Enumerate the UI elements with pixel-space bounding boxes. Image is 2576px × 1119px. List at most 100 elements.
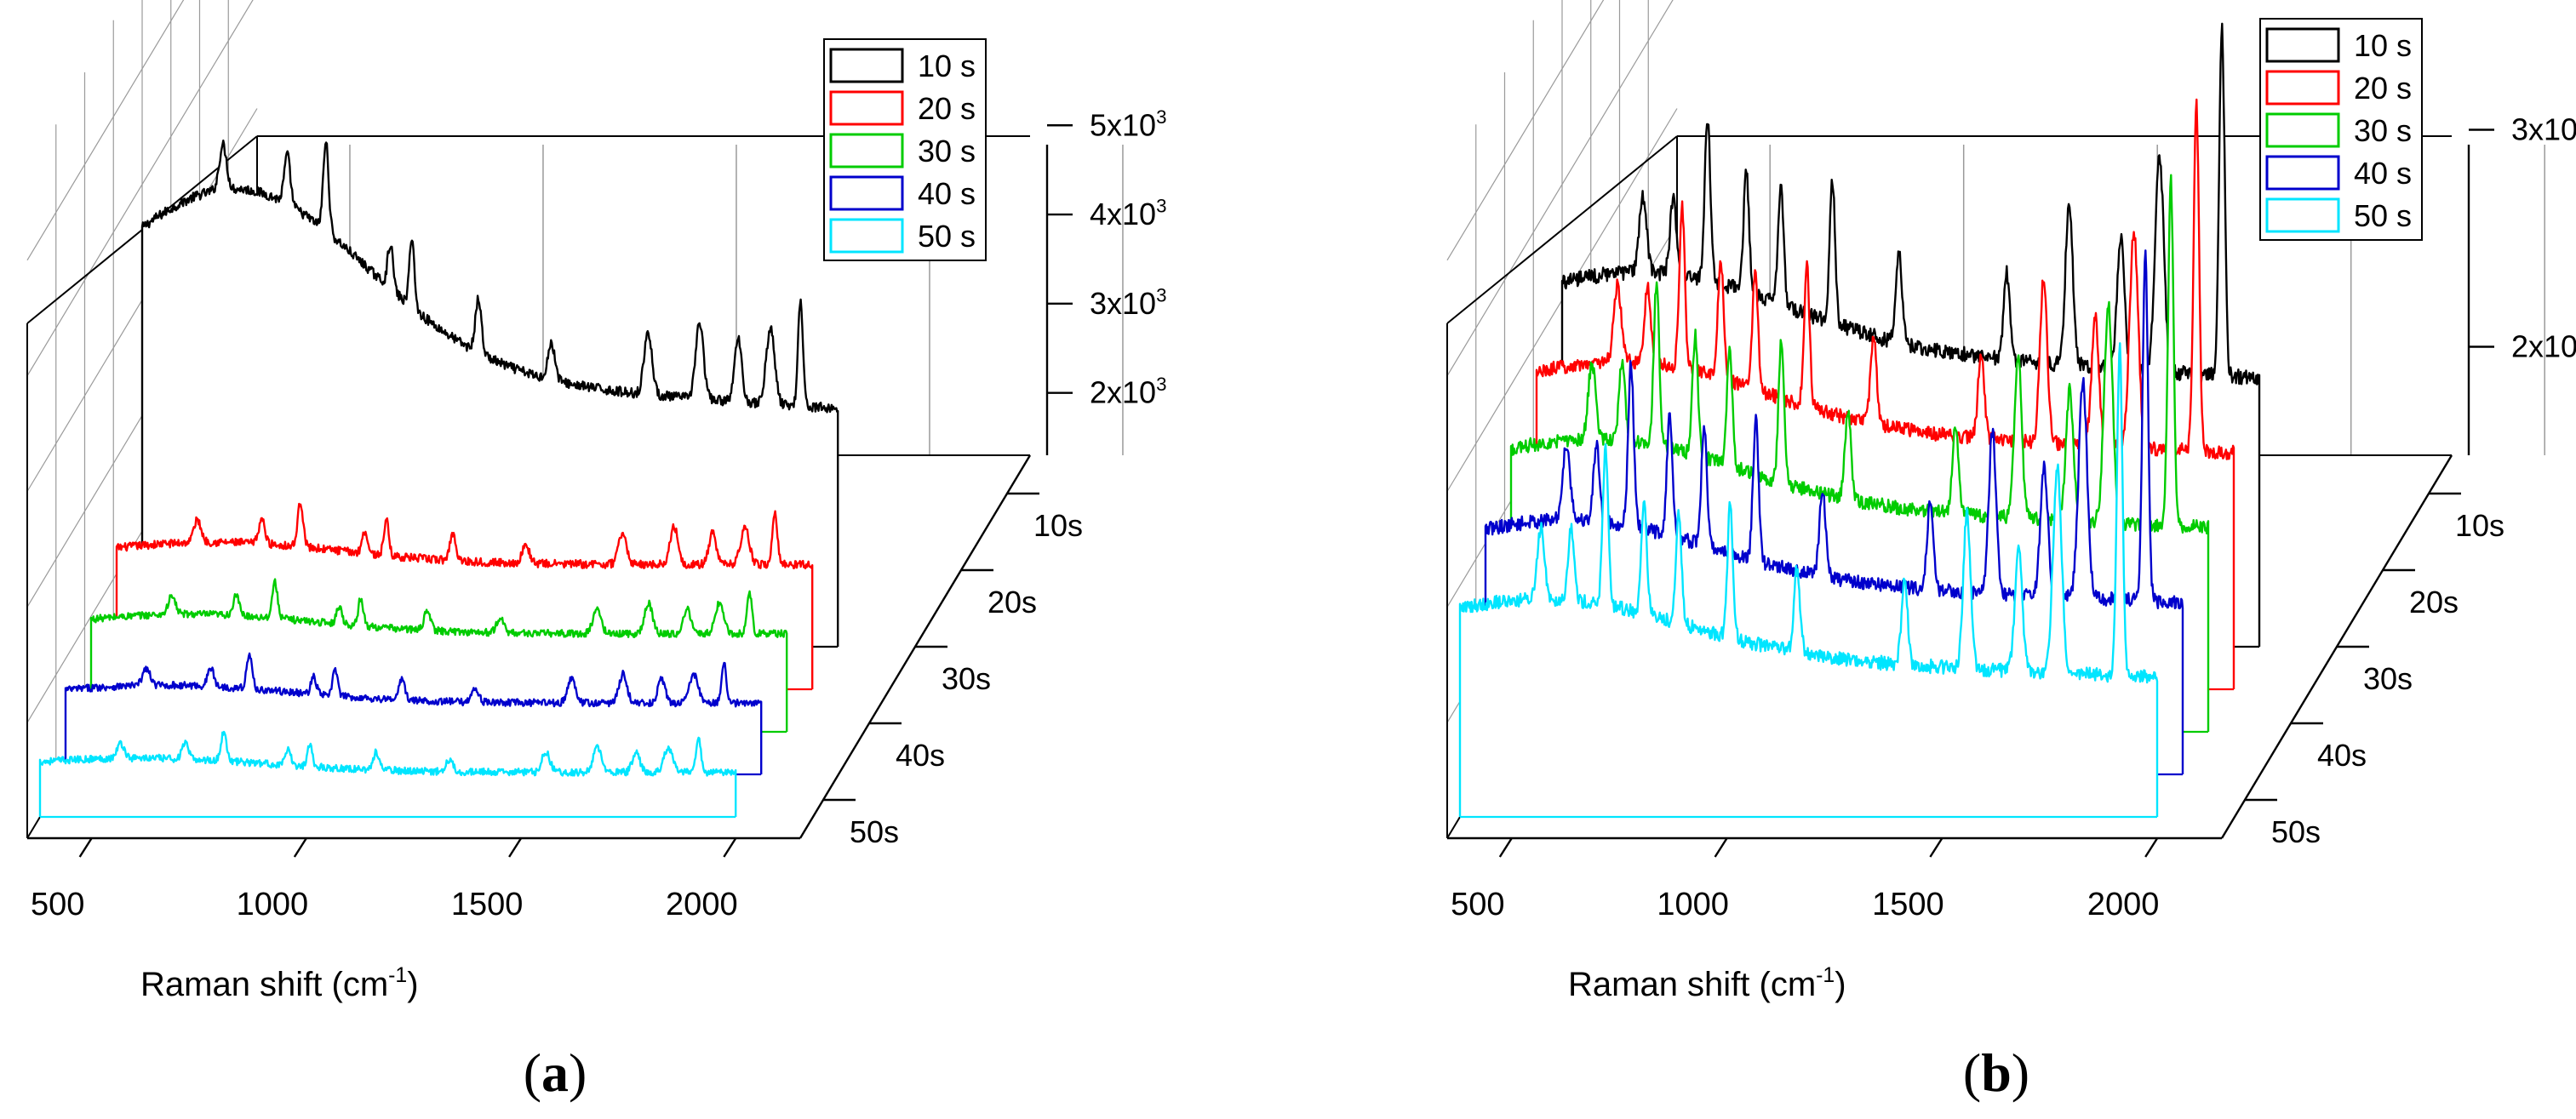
legend-label: 10 s bbox=[918, 49, 976, 83]
legend-swatch bbox=[829, 133, 904, 168]
x-tick-label: 500 bbox=[31, 887, 84, 922]
z-tick-label-base: 5x10 bbox=[1090, 107, 1156, 142]
series-fill-50s bbox=[40, 732, 736, 817]
series-line-50s bbox=[38, 730, 737, 817]
x-axis-title-tail: ) bbox=[1835, 966, 1846, 1003]
series-fill-40s bbox=[66, 653, 762, 774]
z-tick-label-sup: 3 bbox=[1156, 284, 1166, 305]
z-tick-label-base: 2x10 bbox=[1090, 375, 1156, 410]
legend-swatch bbox=[2265, 112, 2340, 148]
x-tick-label: 1000 bbox=[1657, 887, 1729, 922]
x-tick-label: 500 bbox=[1451, 887, 1504, 922]
legend-label: 50 s bbox=[2354, 198, 2412, 233]
left-wall-hgrid bbox=[26, 0, 185, 261]
panel-label: (b) bbox=[1963, 1042, 2029, 1103]
panel-label-close: ) bbox=[569, 1042, 587, 1103]
x-axis-title-tail: ) bbox=[407, 966, 418, 1003]
depth-tick-label: 20s bbox=[987, 585, 1037, 619]
legend-box bbox=[823, 38, 987, 261]
legend: 10 s 20 s 30 s 40 s 50 s bbox=[2259, 18, 2423, 241]
x-tick bbox=[1929, 837, 1943, 858]
x-tick bbox=[1714, 837, 1728, 858]
z-tick-label: 3x103 bbox=[1090, 284, 1167, 320]
panel-b: 50010001500200010s20s30s40s50s2x1033x103… bbox=[1446, 0, 2576, 1103]
panel-a: 500 1000 1500 200010s20s30s40s50s2x1033x103… bbox=[26, 0, 1167, 1103]
x-tick bbox=[293, 837, 307, 858]
series-line-10s bbox=[140, 140, 839, 647]
panel-label-letter: a bbox=[541, 1042, 569, 1103]
x-axis-title-base: Raman shift (cm bbox=[140, 966, 388, 1003]
depth-tick-label: 10s bbox=[2455, 508, 2504, 543]
depth-tick-label: 40s bbox=[2317, 738, 2367, 773]
legend-swatch bbox=[829, 48, 904, 83]
series-line-40s bbox=[1484, 249, 2184, 774]
panel-label: (a) bbox=[524, 1042, 587, 1103]
series-line-20s bbox=[115, 502, 814, 689]
z-tick-label-base: 3x10 bbox=[1090, 286, 1156, 321]
x-tick bbox=[508, 837, 523, 858]
legend-swatch bbox=[2265, 70, 2340, 106]
left-wall-hgrid bbox=[1446, 0, 1605, 261]
series-line-30s bbox=[1509, 174, 2210, 732]
series-line-40s bbox=[64, 652, 763, 774]
panel-label-open: ( bbox=[1963, 1042, 1981, 1103]
left-wall-hgrid bbox=[26, 0, 254, 376]
z-tick-label-sup: 3 bbox=[1156, 196, 1166, 217]
x-tick-label: 2000 bbox=[666, 887, 738, 922]
z-tick-label: 2x103 bbox=[2511, 328, 2576, 363]
x-axis-title: Raman shift (cm-1) bbox=[140, 964, 419, 1003]
legend-swatch bbox=[2265, 155, 2340, 191]
legend-swatch bbox=[829, 218, 904, 254]
legend-swatch bbox=[829, 90, 904, 126]
x-tick-label: 1500 bbox=[451, 887, 524, 922]
legend-label: 10 s bbox=[2354, 28, 2412, 63]
depth-tick-label: 50s bbox=[2271, 814, 2321, 849]
legend-swatch bbox=[829, 175, 904, 211]
x-tick-label: 1000 bbox=[237, 887, 309, 922]
z-tick-label: 5x103 bbox=[1090, 106, 1167, 142]
left-top-edge bbox=[1446, 135, 1678, 324]
x-axis-title-sup: -1 bbox=[1816, 964, 1835, 987]
z-tick-label-sup: 3 bbox=[1156, 374, 1166, 395]
x-axis-title-base: Raman shift (cm bbox=[1568, 966, 1816, 1003]
x-tick-label: 1500 bbox=[1872, 887, 1944, 922]
z-tick-label-base: 4x10 bbox=[1090, 197, 1156, 231]
x-tick bbox=[1498, 837, 1513, 858]
depth-tick-label: 10s bbox=[1033, 508, 1083, 543]
x-tick bbox=[78, 837, 93, 858]
series-line-50s bbox=[1458, 342, 2159, 817]
depth-tick-label: 20s bbox=[2409, 585, 2459, 619]
z-tick-label: 4x103 bbox=[1090, 196, 1167, 231]
legend-label: 30 s bbox=[918, 134, 976, 168]
series-fill-50s bbox=[1460, 343, 2157, 817]
z-tick-label: 3x103 bbox=[2511, 111, 2576, 146]
legend-swatch bbox=[2265, 27, 2340, 63]
series-line-30s bbox=[89, 578, 788, 732]
depth-tick-label: 30s bbox=[2363, 661, 2413, 696]
left-wall-hgrid bbox=[1446, 0, 1674, 376]
series-fill-10s bbox=[142, 140, 839, 647]
legend-label: 20 s bbox=[2354, 71, 2412, 106]
legend-label: 20 s bbox=[918, 91, 976, 126]
z-tick-label-base: 3x10 bbox=[2511, 112, 2576, 147]
legend-label: 40 s bbox=[918, 176, 976, 211]
x-axis-title: Raman shift (cm-1) bbox=[1568, 964, 1846, 1003]
z-tick-label-sup: 3 bbox=[1156, 106, 1166, 128]
legend: 10 s 20 s 30 s 40 s 50 s bbox=[823, 38, 987, 261]
panel-label-letter: b bbox=[1981, 1042, 2012, 1103]
x-tick bbox=[2144, 837, 2159, 858]
legend-label: 30 s bbox=[2354, 113, 2412, 148]
depth-tick-label: 30s bbox=[942, 661, 991, 696]
x-tick-label: 2000 bbox=[2087, 887, 2160, 922]
panel-label-close: ) bbox=[2012, 1042, 2029, 1103]
legend-box bbox=[2259, 18, 2423, 241]
legend-swatch bbox=[2265, 197, 2340, 233]
depth-tick-label: 40s bbox=[896, 738, 945, 773]
panel-label-open: ( bbox=[524, 1042, 541, 1103]
x-tick bbox=[723, 837, 737, 858]
legend-label: 40 s bbox=[2354, 156, 2412, 191]
z-tick-label: 2x103 bbox=[1090, 374, 1167, 409]
depth-tick-label: 50s bbox=[850, 814, 899, 849]
legend-label: 50 s bbox=[918, 219, 976, 254]
